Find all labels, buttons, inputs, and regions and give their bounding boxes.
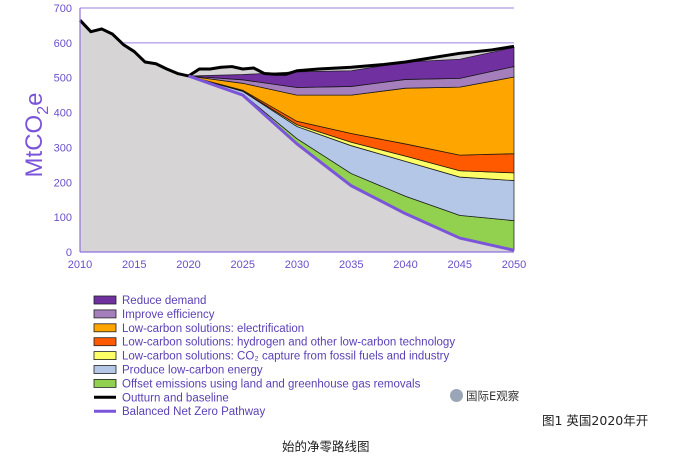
- watermark-text: 国际E观察: [466, 389, 520, 403]
- area-produce-low-carbon-energy: [188, 75, 514, 221]
- watermark: 国际E观察: [450, 388, 519, 404]
- legend-swatch-improve-efficiency: [93, 309, 117, 319]
- chart-lines: [78, 19, 515, 252]
- wechat-icon: [450, 389, 463, 402]
- y-tick-labels: 0 100 200 300 400 500 600 700: [54, 3, 72, 259]
- x-tick-2030: 2030: [285, 259, 309, 271]
- y-tick-100: 100: [54, 212, 72, 224]
- x-tick-2015: 2015: [122, 259, 146, 271]
- area-reduce-demand: [188, 47, 514, 88]
- legend-swatch-offset-emissions-using-land-and-greenhouse-gas-removals: [93, 378, 117, 388]
- y-tick-200: 200: [54, 177, 72, 189]
- legend: Reduce demand Improve efficiency Low-carbo…: [93, 295, 455, 418]
- area-improve-efficiency: [188, 66, 514, 96]
- legend-label-outturn-and-baseline: Outturn and baseline: [122, 392, 229, 404]
- line-balanced-net-zero-pathway: [188, 74, 515, 252]
- legend-label-low-carbon-solutions-electrification: Low-carbon solutions: electrification: [122, 323, 304, 335]
- area-low-carbon-solutions-hydrogen-and-other-low-carbon-technology: [188, 75, 514, 173]
- legend-label-balanced-net-zero-pathway: Balanced Net Zero Pathway: [122, 406, 265, 418]
- x-tick-2025: 2025: [231, 259, 255, 271]
- y-tick-0: 0: [66, 247, 72, 259]
- x-tick-labels: 2010 2015 2020 2025 2030 2035 2040 2045 2050: [68, 259, 526, 271]
- y-tick-600: 600: [54, 38, 72, 50]
- x-tick-2020: 2020: [176, 259, 200, 271]
- legend-label-improve-efficiency: Improve efficiency: [122, 309, 215, 321]
- x-tick-2050: 2050: [502, 259, 526, 271]
- legend-swatch-low-carbon-solutions-electrification: [93, 323, 117, 333]
- x-tick-2040: 2040: [393, 259, 417, 271]
- y-tick-500: 500: [54, 73, 72, 85]
- legend-label-reduce-demand: Reduce demand: [122, 295, 206, 307]
- line-outturn-and-baseline: [78, 19, 515, 78]
- legend-swatch-reduce-demand: [93, 295, 117, 305]
- area-edge-reduce-demand: [188, 46, 515, 88]
- y-tick-700: 700: [54, 3, 72, 15]
- x-tick-2045: 2045: [448, 259, 472, 271]
- y-tick-300: 300: [54, 142, 72, 154]
- figure-caption-line1: 图1 英国2020年开: [542, 413, 649, 428]
- legend-label-offset-emissions-using-land-and-greenhouse-gas-removals: Offset emissions using land and greenhou…: [122, 378, 421, 390]
- legend-swatch-low-carbon-solutions-co2-capture-from-fossil-fuels-and-industry: [93, 351, 117, 361]
- legend-swatch-low-carbon-solutions-hydrogen-and-other-low-carbon-technology: [93, 337, 117, 347]
- x-tick-2035: 2035: [339, 259, 363, 271]
- legend-swatch-produce-low-carbon-energy: [93, 365, 117, 374]
- legend-label-low-carbon-solutions-co2-capture-from-fossil-fuels-and-industry: Low-carbon solutions: CO₂ capture from f…: [122, 351, 450, 363]
- legend-label-low-carbon-solutions-hydrogen-and-other-low-carbon-technology: Low-carbon solutions: hydrogen and other…: [122, 337, 455, 349]
- y-axis-label: MtCO2e: [21, 93, 52, 178]
- area-low-carbon-solutions-electrification: [188, 75, 514, 156]
- figure-caption-line2: 始的净零路线图: [282, 439, 370, 454]
- y-tick-400: 400: [54, 108, 72, 120]
- legend-label-produce-low-carbon-energy: Produce low-carbon energy: [122, 365, 263, 377]
- chart-axes: [79, 8, 514, 253]
- x-tick-2010: 2010: [68, 259, 92, 271]
